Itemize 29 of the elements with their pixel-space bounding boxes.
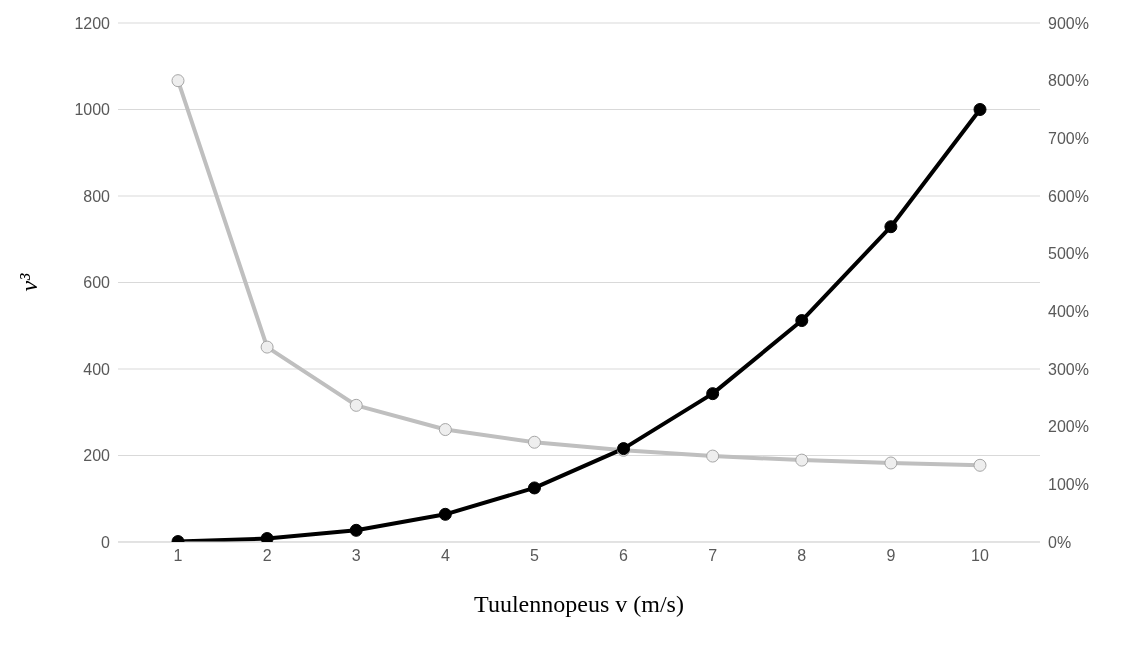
- y2-tick-label: 300%: [1048, 360, 1089, 378]
- x-tick-label: 1: [173, 547, 183, 565]
- y2-tick-label: 900%: [1048, 14, 1089, 32]
- x-tick-label: 2: [262, 547, 272, 565]
- y-tick-label: 1000: [74, 101, 111, 119]
- y-tick-label: 400: [83, 360, 111, 378]
- x-tick-label: 10: [971, 547, 989, 565]
- x-tick-label: 5: [529, 547, 539, 565]
- x-tick-label: 9: [886, 547, 896, 565]
- x-tick-label: 7: [708, 547, 718, 565]
- x-tick-label: 6: [619, 547, 629, 565]
- x-tick-label: 4: [440, 547, 450, 565]
- y-tick-label: 0: [101, 533, 111, 551]
- y-tick-label: 800: [83, 187, 111, 205]
- y-tick-label: 200: [83, 447, 111, 465]
- y-axis-title: v³: [15, 272, 42, 292]
- x-axis-title: Tuulennopeus v (m/s): [474, 591, 684, 617]
- x-tick-label: 8: [797, 547, 807, 565]
- x-tick-label: 3: [351, 547, 361, 565]
- y2-tick-label: 500%: [1048, 245, 1089, 263]
- y2-tick-label: 400%: [1048, 303, 1089, 321]
- y2-tick-label: 100%: [1048, 476, 1089, 494]
- y2-tick-label: 0%: [1048, 533, 1072, 551]
- y-tick-label: 600: [83, 274, 111, 292]
- y2-tick-label: 200%: [1048, 418, 1089, 436]
- y2-tick-label: 600%: [1048, 187, 1089, 205]
- y2-tick-label: 700%: [1048, 130, 1089, 148]
- y2-tick-label: 800%: [1048, 72, 1089, 90]
- y-tick-label: 1200: [74, 14, 111, 32]
